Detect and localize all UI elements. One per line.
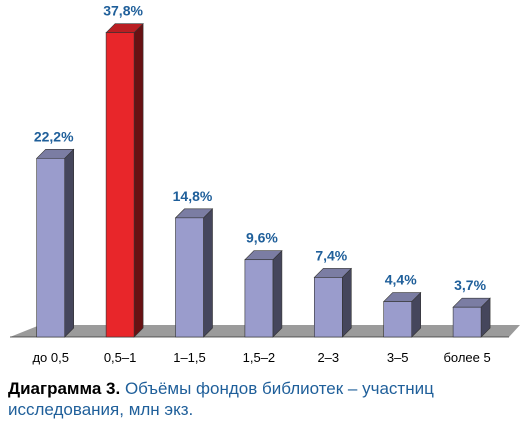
bar-front	[175, 217, 204, 338]
bar-side	[341, 267, 352, 338]
bar-front	[244, 259, 274, 338]
bar-front	[452, 306, 482, 338]
bar-front	[105, 32, 135, 338]
bar-side	[272, 249, 283, 338]
x-tick-label: 1–1,5	[173, 350, 206, 365]
x-tick-label: более 5	[443, 350, 490, 365]
bar	[35, 148, 75, 338]
bar	[244, 249, 283, 338]
data-label: 22,2%	[34, 128, 74, 144]
x-tick-label: 2–3	[317, 350, 339, 365]
x-tick-label: 1,5–2	[243, 350, 276, 365]
bar-side	[203, 208, 213, 338]
data-label: 4,4%	[385, 272, 417, 288]
data-label: 7,4%	[315, 247, 347, 263]
bar-chart: 22,2% 37,8% 14,8% 9,6% 7,4% 4,4% 3,7% до 0,5 0,…	[10, 3, 520, 365]
bar	[105, 22, 144, 338]
data-label: 9,6%	[246, 230, 278, 246]
x-tick-label: до 0,5	[32, 350, 69, 365]
bar-front	[36, 157, 66, 338]
bar-side	[133, 22, 144, 338]
caption-text: Объёмы фондов библиотек – участниц иссле…	[8, 379, 434, 419]
bar	[313, 267, 353, 338]
bar-front	[383, 301, 413, 338]
bar-side	[64, 148, 74, 338]
x-tick-label: 3–5	[387, 350, 409, 365]
chart-area: 22,2% 37,8% 14,8% 9,6% 7,4% 4,4% 3,7% до 0,5 0,…	[10, 3, 520, 365]
bar	[452, 297, 491, 338]
bar	[174, 208, 214, 338]
data-label: 37,8%	[103, 3, 143, 19]
data-label: 3,7%	[454, 277, 486, 293]
bar-front	[313, 277, 343, 338]
figure-caption: Диаграмма 3. Объёмы фондов библиотек – у…	[8, 378, 513, 420]
caption-label: Диаграмма 3.	[8, 379, 121, 398]
x-tick-label: 0,5–1	[104, 350, 137, 365]
data-label: 14,8%	[173, 188, 213, 204]
bar	[382, 291, 422, 338]
